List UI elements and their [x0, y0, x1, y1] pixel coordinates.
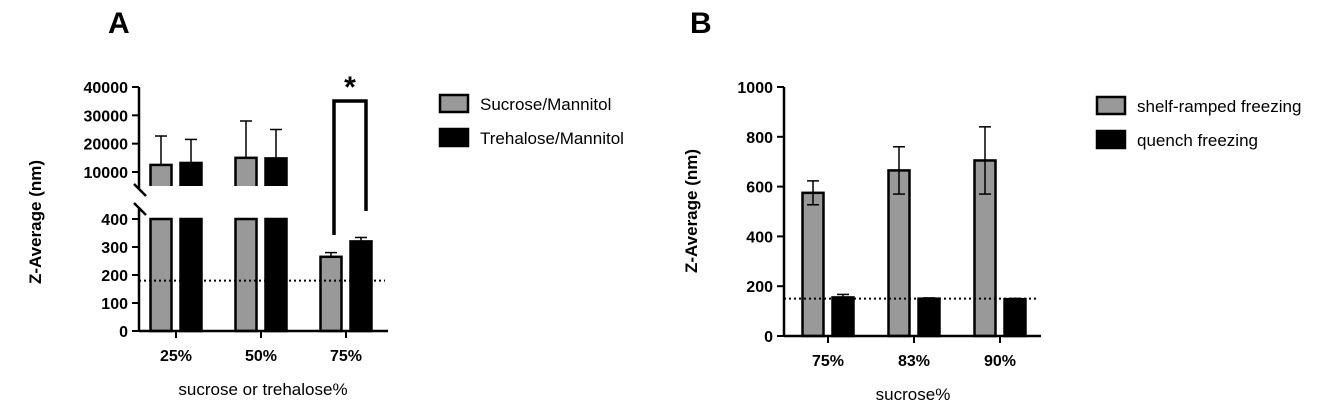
y-tick-label: 100	[101, 296, 128, 313]
y-tick-label: 600	[746, 180, 773, 197]
bar-trehalose-75%	[349, 240, 373, 333]
y-tick-label: 40000	[84, 80, 129, 97]
legend-swatch	[438, 127, 470, 148]
y-tick-label: 200	[746, 279, 773, 296]
x-tick-label: 90%	[984, 353, 1016, 370]
legend-label: shelf-ramped freezing	[1137, 97, 1301, 116]
x-axis-title: sucrose or trehalose%	[178, 380, 347, 399]
bar-quench-90%	[1003, 297, 1027, 338]
panel-a-label: A	[108, 7, 130, 40]
bar-sucrose-75%	[319, 255, 343, 333]
y-tick-label: 30000	[84, 108, 129, 125]
legend-swatch	[1095, 129, 1127, 150]
legend-label: Trehalose/Mannitol	[480, 129, 624, 148]
bar-quench-75%	[831, 296, 855, 338]
y-axis-title: Z-Average (nm)	[682, 149, 701, 273]
significance-asterisk: *	[344, 71, 356, 104]
legend-swatch	[1095, 95, 1127, 116]
y-tick-label: 200	[101, 268, 128, 285]
y-tick-label: 0	[764, 329, 773, 346]
bar-shelf-ramped-83%	[887, 169, 911, 338]
bar-quench-83%	[917, 297, 941, 338]
y-tick-label: 20000	[84, 137, 129, 154]
bar-sucrose-50%-lower	[234, 217, 258, 333]
y-tick-label: 300	[101, 240, 128, 257]
y-tick-label: 400	[101, 212, 128, 229]
panel-a-chart: 0 100 200 300 400 10000 20000 30000 40000 25% 50% 7…	[26, 71, 624, 399]
y-tick-label: 800	[746, 130, 773, 147]
bar-trehalose-25%-lower	[179, 217, 203, 333]
y-tick-label: 400	[746, 229, 773, 246]
axis-break-mark	[133, 202, 147, 216]
x-tick-label: 25%	[160, 348, 192, 365]
x-axis-title: sucrose%	[876, 385, 951, 404]
x-tick-label: 75%	[330, 348, 362, 365]
axis-break-mark	[133, 183, 147, 197]
axis-break-gap	[120, 186, 390, 212]
panel-b-label: B	[690, 7, 712, 40]
x-tick-label: 83%	[898, 353, 930, 370]
y-tick-label: 1000	[737, 80, 773, 97]
panel-b-chart: 0 200 400 600 800 1000 75% 83% 90% sucrose% Z-Aver…	[682, 80, 1301, 404]
y-axis-title: Z-Average (nm)	[26, 160, 45, 284]
y-tick-label: 10000	[84, 165, 129, 182]
bar-shelf-ramped-75%	[801, 191, 825, 338]
bar-sucrose-25%-lower	[149, 217, 173, 333]
x-tick-label: 50%	[245, 348, 277, 365]
significance-bracket	[332, 99, 368, 235]
x-tick-label: 75%	[812, 353, 844, 370]
legend-label: Sucrose/Mannitol	[480, 95, 611, 114]
legend-swatch	[438, 93, 470, 114]
y-tick-label: 0	[119, 324, 128, 341]
legend-label: quench freezing	[1137, 131, 1258, 150]
bar-trehalose-50%-lower	[264, 217, 288, 333]
